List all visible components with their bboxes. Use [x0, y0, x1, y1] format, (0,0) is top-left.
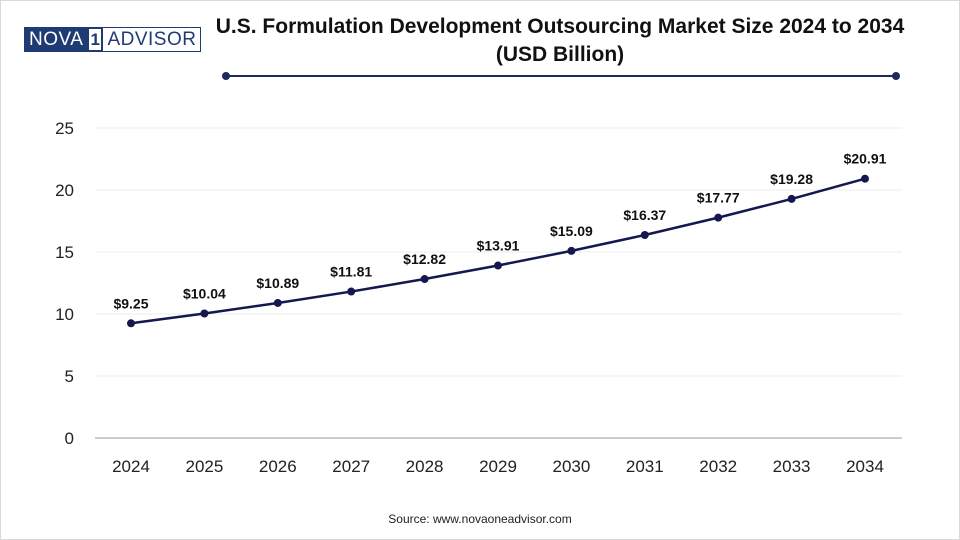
data-point-2024	[127, 319, 135, 328]
x-tick-label-2026: 2026	[259, 457, 297, 476]
data-label-2027: $11.81	[330, 264, 372, 280]
x-tick-label-2034: 2034	[846, 457, 884, 476]
brand-logo: NOVA 1 ADVISOR	[24, 27, 202, 52]
data-point-2029	[494, 261, 502, 270]
x-tick-label-2025: 2025	[185, 457, 223, 476]
data-point-2026	[273, 298, 282, 307]
y-tick-label-0: 0	[65, 429, 74, 448]
x-tick-label-2029: 2029	[479, 457, 517, 476]
data-point-2030	[567, 246, 576, 255]
y-tick-label-25: 25	[55, 119, 74, 138]
title-underline-right-dot	[892, 72, 900, 80]
data-label-2034: $20.91	[844, 151, 887, 167]
data-label-2028: $12.82	[403, 251, 446, 267]
data-point-2028	[420, 275, 429, 284]
data-point-2034	[861, 174, 869, 183]
data-label-2032: $17.77	[697, 190, 740, 206]
logo-text-advisor: ADVISOR	[103, 27, 202, 52]
logo-text-nova: NOVA	[24, 27, 88, 52]
data-label-2033: $19.28	[770, 171, 813, 187]
data-label-2029: $13.91	[477, 238, 520, 254]
x-tick-label-2027: 2027	[332, 457, 370, 476]
x-tick-label-2030: 2030	[552, 457, 590, 476]
data-point-2027	[347, 287, 356, 296]
data-point-2033	[787, 194, 796, 203]
x-tick-label-2028: 2028	[406, 457, 444, 476]
x-tick-label-2032: 2032	[699, 457, 737, 476]
data-label-2031: $16.37	[623, 207, 666, 223]
data-label-2026: $10.89	[256, 275, 299, 291]
source-note: Source: www.novaoneadvisor.com	[388, 512, 572, 526]
x-tick-label-2033: 2033	[773, 457, 811, 476]
data-label-2025: $10.04	[183, 286, 226, 302]
x-tick-label-2031: 2031	[626, 457, 664, 476]
data-label-2024: $9.25	[113, 295, 148, 311]
logo-mark-icon: 1	[87, 27, 104, 52]
y-tick-label-5: 5	[65, 367, 74, 386]
data-point-2031	[640, 231, 649, 240]
y-tick-label-20: 20	[55, 181, 74, 200]
data-label-2030: $15.09	[550, 223, 593, 239]
title-underline-left-dot	[222, 72, 230, 80]
x-tick-label-2024: 2024	[112, 457, 150, 476]
data-point-2025	[200, 309, 209, 318]
y-tick-label-10: 10	[55, 305, 74, 324]
data-point-2032	[714, 213, 723, 222]
title-underline	[226, 75, 896, 77]
chart-title: U.S. Formulation Development Outsourcing…	[215, 15, 905, 66]
y-tick-label-15: 15	[55, 243, 74, 262]
